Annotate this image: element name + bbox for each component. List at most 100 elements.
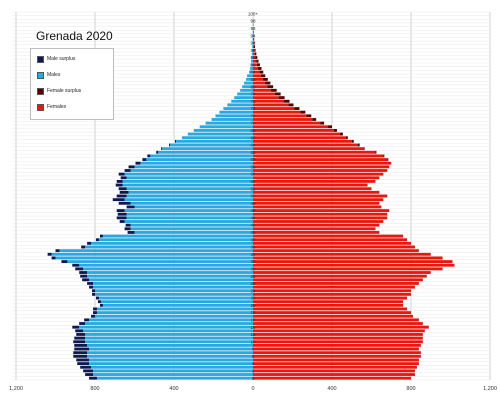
bar-females-age-19	[253, 307, 408, 311]
bar-male-surplus-age-65	[174, 139, 176, 143]
bars-layer	[47, 19, 455, 380]
legend-swatch-males	[37, 71, 44, 79]
bar-females-age-68	[253, 128, 334, 132]
age-label-30: 60	[250, 157, 256, 162]
bar-male-surplus-age-57	[124, 169, 131, 172]
age-label-50: 100+	[248, 11, 259, 16]
bar-males-age-52	[126, 187, 253, 191]
bar-females-age-20	[253, 303, 404, 307]
age-label-12: 24	[250, 288, 256, 293]
age-label-38: 76	[250, 99, 256, 104]
bar-female-surplus-age-69	[328, 125, 332, 129]
bar-males-age-91	[252, 45, 253, 49]
age-label-26: 52	[250, 186, 256, 191]
age-label-16: 32	[250, 259, 256, 264]
bar-males-age-31	[79, 263, 253, 267]
bar-females-age-51	[253, 190, 380, 194]
bar-females-age-55	[253, 176, 380, 180]
bar-females-age-42	[253, 223, 380, 227]
bar-males-age-35	[59, 249, 254, 253]
age-label-39: 78	[250, 92, 256, 97]
bar-male-surplus-age-8	[74, 347, 90, 351]
bar-males-age-17	[95, 314, 253, 318]
age-label-11: 22	[250, 296, 256, 301]
bar-male-surplus-age-20	[99, 303, 103, 307]
bar-male-surplus-age-33	[51, 256, 56, 260]
age-label-19: 38	[250, 237, 256, 242]
bar-females-age-50	[253, 194, 388, 198]
bar-females-age-37	[253, 241, 411, 245]
age-label-3: 6	[252, 354, 255, 359]
legend-label-male-surplus: Male surplus	[47, 56, 76, 62]
bar-males-age-78	[237, 92, 253, 96]
bar-male-surplus-age-53	[115, 183, 123, 187]
bar-female-surplus-age-80	[267, 85, 274, 89]
legend-item-females: Females	[37, 102, 66, 112]
bar-males-age-89	[251, 52, 253, 56]
bar-females-age-5	[253, 358, 419, 362]
bar-male-surplus-age-51	[119, 190, 129, 194]
age-label-17: 34	[250, 252, 256, 257]
bar-female-surplus-age-92	[253, 41, 255, 45]
bar-females-age-4	[253, 362, 419, 366]
bar-females-age-28	[253, 274, 427, 278]
bar-females-age-7	[253, 351, 421, 355]
bar-females-age-9	[253, 343, 421, 347]
bar-females-age-62	[253, 150, 376, 154]
bar-females-age-16	[253, 318, 419, 322]
x-tick-label-6: 1,200	[483, 386, 497, 392]
age-label-9: 18	[250, 310, 256, 315]
bar-males-age-65	[175, 139, 253, 143]
bar-males-age-28	[87, 274, 253, 278]
age-label-37: 74	[250, 106, 256, 111]
legend-item-males: Males	[37, 70, 60, 80]
age-label-13: 26	[250, 281, 256, 286]
bar-males-age-90	[252, 48, 253, 52]
bar-male-surplus-age-46	[116, 209, 125, 212]
age-label-25: 50	[250, 194, 256, 199]
bar-male-surplus-age-14	[72, 325, 80, 329]
bar-male-surplus-age-58	[128, 165, 135, 169]
bar-females-age-8	[253, 347, 419, 351]
bar-males-age-8	[89, 347, 253, 351]
bar-females-age-64	[253, 143, 358, 147]
bar-female-surplus-age-64	[357, 143, 360, 147]
bar-males-age-76	[231, 99, 253, 103]
age-label-0: 0	[252, 376, 255, 381]
bar-females-age-61	[253, 154, 384, 158]
age-label-33: 66	[250, 135, 256, 140]
age-label-48: 96	[250, 26, 256, 31]
bar-males-age-71	[211, 118, 253, 121]
bar-males-age-50	[126, 194, 253, 198]
bar-females-age-38	[253, 238, 408, 242]
bar-males-age-69	[199, 125, 253, 129]
bar-females-age-89	[253, 52, 255, 56]
bar-males-age-12	[85, 333, 253, 336]
bar-females-age-29	[253, 271, 431, 274]
bar-males-age-81	[244, 81, 253, 85]
bar-female-surplus-age-90	[254, 48, 256, 52]
bar-males-age-13	[83, 329, 254, 333]
bar-female-surplus-age-60	[387, 158, 389, 161]
bar-male-surplus-age-64	[169, 143, 171, 147]
bar-males-age-77	[234, 96, 253, 100]
bar-male-surplus-age-23	[92, 292, 95, 296]
bar-females-age-35	[253, 249, 419, 253]
bar-male-surplus-age-42	[125, 223, 131, 227]
bar-males-age-85	[250, 67, 253, 70]
bar-males-age-42	[130, 223, 253, 227]
bar-male-surplus-age-26	[87, 282, 94, 285]
bar-males-age-46	[124, 209, 253, 212]
bar-female-surplus-age-74	[294, 107, 300, 110]
age-label-15: 30	[250, 266, 256, 271]
bar-males-age-11	[85, 336, 253, 340]
bar-male-surplus-age-40	[127, 231, 135, 234]
bar-male-surplus-age-43	[119, 220, 125, 223]
bar-males-age-80	[242, 85, 253, 89]
bar-males-age-34	[51, 252, 253, 256]
bar-male-surplus-age-17	[91, 314, 95, 318]
bar-female-surplus-age-73	[300, 110, 306, 114]
bar-males-age-25	[93, 285, 254, 289]
bar-females-age-67	[253, 132, 340, 136]
bar-females-age-12	[253, 333, 423, 336]
